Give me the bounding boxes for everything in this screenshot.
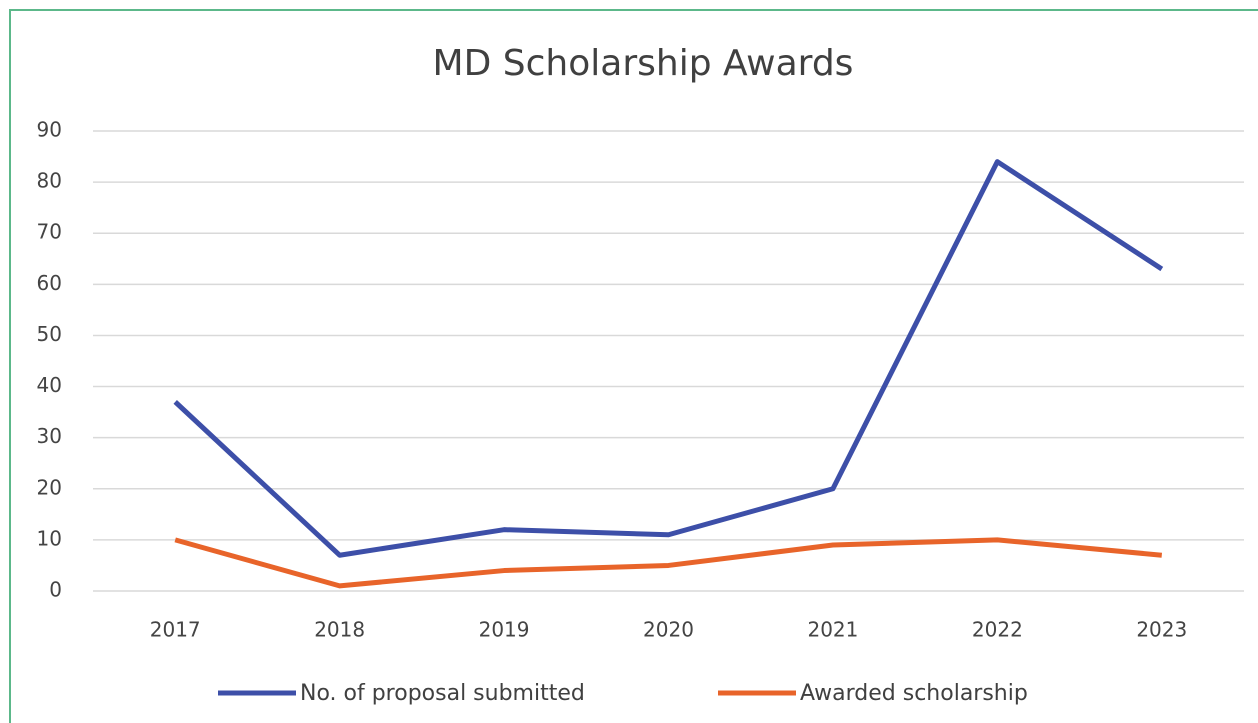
y-tick-label: 10 — [37, 526, 62, 550]
x-tick-label: 2020 — [643, 618, 694, 642]
y-tick-label: 70 — [37, 220, 62, 244]
y-tick-label: 50 — [37, 322, 62, 346]
chart-border — [9, 9, 1258, 723]
x-tick-label: 2017 — [150, 618, 201, 642]
x-tick-label: 2022 — [972, 618, 1023, 642]
x-tick-label: 2018 — [314, 618, 365, 642]
y-tick-label: 60 — [37, 271, 62, 295]
y-tick-label: 90 — [37, 118, 62, 142]
y-tick-label: 40 — [37, 373, 62, 397]
chart-title: MD Scholarship Awards — [433, 43, 854, 84]
y-tick-label: 80 — [37, 169, 62, 193]
line-series — [174, 537, 1163, 589]
y-tick-label: 30 — [37, 424, 62, 448]
y-tick-label: 0 — [49, 578, 62, 602]
legend-label: Awarded scholarship — [800, 681, 1028, 706]
y-tick-label: 20 — [37, 475, 62, 499]
line-series — [173, 159, 1164, 558]
x-tick-label: 2019 — [479, 618, 530, 642]
x-tick-label: 2021 — [807, 618, 858, 642]
x-tick-label: 2023 — [1136, 618, 1187, 642]
legend-label: No. of proposal submitted — [300, 681, 585, 706]
